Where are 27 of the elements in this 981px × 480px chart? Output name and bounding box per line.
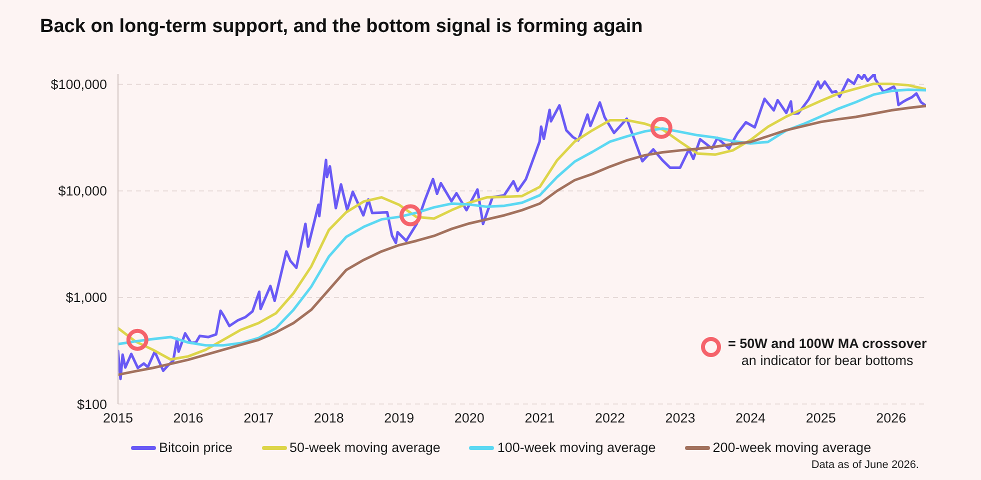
point: [126, 328, 148, 351]
y-tick-label: $1,000: [66, 290, 107, 306]
legend-label: Bitcoin price: [159, 440, 233, 455]
x-tick-label: 2022: [595, 410, 626, 426]
y-tick-label: $10,000: [58, 184, 107, 199]
x-tick-label: 2019: [384, 410, 414, 426]
point: [650, 116, 672, 139]
x-tick-label: 2026: [876, 410, 906, 426]
x-tick-label: 2016: [173, 410, 204, 426]
x-tick-label: 2025: [806, 410, 836, 426]
legend-label: = 50W and 100W MA crossover: [728, 335, 927, 352]
x-tick-label: 2015: [102, 410, 134, 426]
legend-label: 50-week moving average: [290, 440, 440, 455]
y-tick-label: $100,000: [50, 77, 107, 92]
text: Data as of June 2026.: [811, 459, 919, 471]
y-tick-label: $100: [76, 396, 107, 412]
legend-label: 100-week moving average: [497, 440, 656, 455]
x-tick-label: 2017: [244, 410, 274, 426]
annotation: an indicator for bear bottoms: [740, 352, 914, 369]
point: [399, 204, 422, 226]
x-tick-label: 2023: [665, 410, 696, 426]
x-tick-label: 2024: [735, 410, 766, 426]
x-tick-label: 2018: [314, 410, 344, 426]
x-tick-label: 2020: [454, 410, 484, 426]
legend-label: 200-week moving average: [712, 440, 872, 455]
chart-title: Back on long-term support, and the bottom signal is forming again: [40, 16, 643, 38]
x-tick-label: 2021: [524, 410, 555, 426]
